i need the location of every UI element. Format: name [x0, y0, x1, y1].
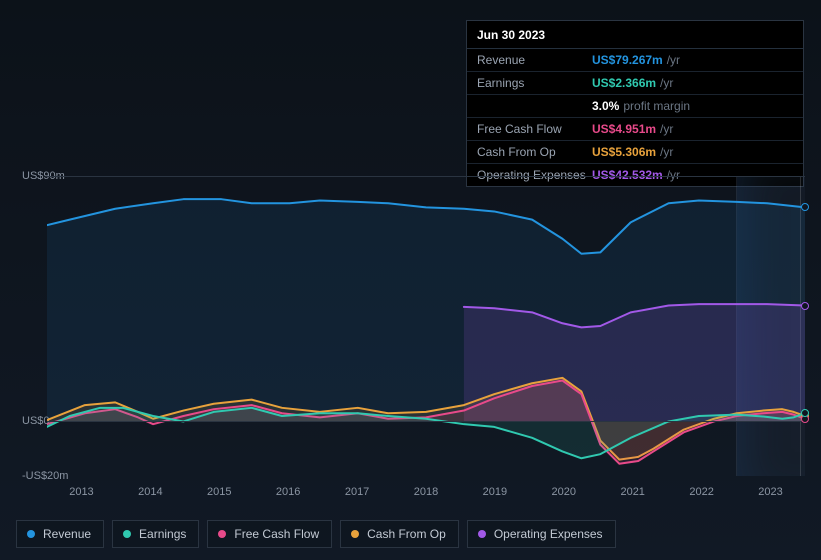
series-endpoint-marker [801, 409, 809, 417]
x-axis-tick: 2014 [116, 486, 185, 498]
legend-item[interactable]: Cash From Op [340, 520, 459, 548]
legend-item[interactable]: Earnings [112, 520, 199, 548]
legend-swatch [123, 530, 131, 538]
tooltip-row-unit: /yr [660, 122, 673, 136]
chart-plot [47, 176, 805, 476]
legend-label: Earnings [139, 527, 186, 541]
series-endpoint-marker [801, 203, 809, 211]
legend-swatch [27, 530, 35, 538]
tooltip-row-label: Cash From Op [477, 145, 592, 159]
x-axis-tick: 2021 [598, 486, 667, 498]
zero-baseline [47, 421, 805, 422]
tooltip-row: EarningsUS$2.366m/yr [467, 72, 803, 95]
x-axis-tick: 2017 [323, 486, 392, 498]
chart-svg [47, 176, 805, 476]
x-axis-tick: 2018 [392, 486, 461, 498]
tooltip-row: RevenueUS$79.267m/yr [467, 49, 803, 72]
tooltip-row-unit: /yr [660, 145, 673, 159]
x-axis-tick: 2023 [736, 486, 805, 498]
x-axis: 2013201420152016201720182019202020212022… [47, 486, 805, 498]
legend-swatch [218, 530, 226, 538]
legend-label: Revenue [43, 527, 91, 541]
series-endpoint-marker [801, 302, 809, 310]
tooltip-row-label: Earnings [477, 76, 592, 90]
legend-swatch [478, 530, 486, 538]
legend-item[interactable]: Operating Expenses [467, 520, 616, 548]
x-axis-tick: 2019 [460, 486, 529, 498]
top-baseline [47, 176, 805, 177]
legend-swatch [351, 530, 359, 538]
x-axis-tick: 2022 [667, 486, 736, 498]
x-axis-tick: 2015 [185, 486, 254, 498]
tooltip-row-label: Free Cash Flow [477, 122, 592, 136]
tooltip-row: Cash From OpUS$5.306m/yr [467, 141, 803, 164]
tooltip-row-value: 3.0% [592, 99, 619, 113]
tooltip-row-unit: /yr [660, 76, 673, 90]
x-axis-tick: 2013 [47, 486, 116, 498]
legend-label: Free Cash Flow [234, 527, 319, 541]
tooltip-row-value: US$4.951m [592, 122, 656, 136]
tooltip-row-value: US$5.306m [592, 145, 656, 159]
tooltip-row-label [477, 99, 592, 113]
legend-item[interactable]: Revenue [16, 520, 104, 548]
x-axis-tick: 2016 [254, 486, 323, 498]
legend-label: Cash From Op [367, 527, 446, 541]
legend: Revenue Earnings Free Cash Flow Cash From O… [16, 520, 616, 548]
legend-item[interactable]: Free Cash Flow [207, 520, 332, 548]
legend-label: Operating Expenses [494, 527, 603, 541]
y-axis-label: US$0 [22, 415, 50, 427]
tooltip-row-label: Revenue [477, 53, 592, 67]
tooltip-row-unit: /yr [667, 53, 680, 67]
tooltip-card: Jun 30 2023 RevenueUS$79.267m/yrEarnings… [466, 20, 804, 187]
tooltip-row: 3.0% profit margin [467, 95, 803, 118]
tooltip-row-value: US$79.267m [592, 53, 663, 67]
tooltip-row-value: US$2.366m [592, 76, 656, 90]
x-axis-tick: 2020 [529, 486, 598, 498]
tooltip-row: Free Cash FlowUS$4.951m/yr [467, 118, 803, 141]
tooltip-row-unit: profit margin [623, 99, 690, 113]
tooltip-date: Jun 30 2023 [467, 21, 803, 49]
